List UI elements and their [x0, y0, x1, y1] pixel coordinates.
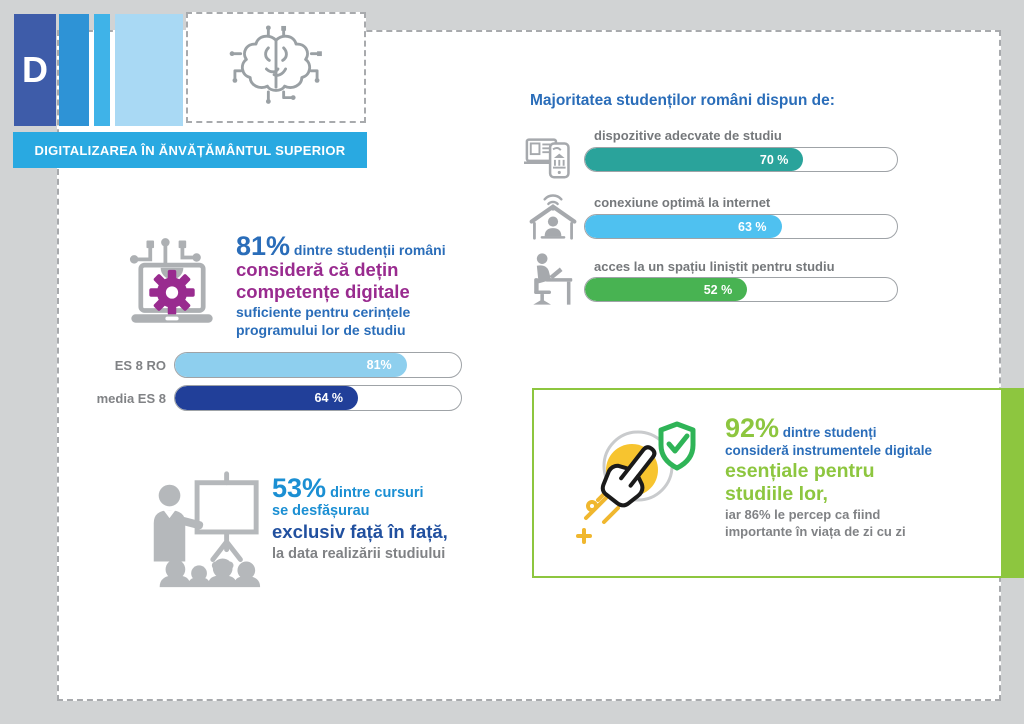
courses-line-2: se desfășurau — [272, 503, 370, 519]
highlight-strong-1: esențiale pentru — [725, 460, 875, 482]
highlight-tail-1: iar 86% le percep ca fiind — [725, 507, 881, 522]
courses-strong: exclusiv față în față, — [272, 521, 448, 542]
courses-tail: la data realizării studiului — [272, 546, 446, 562]
skills-strong-2: competențe digitale — [236, 281, 410, 302]
internet-bar: 63 % — [584, 214, 898, 239]
internet-bar-value: 63 % — [738, 219, 767, 234]
right-section-header: Majoritatea studenților români dispun de… — [530, 92, 835, 109]
banner-title-bar: DIGITALIZAREA ÎN ĂNVĂȚĂMÂNTUL SUPERIOR — [13, 132, 367, 168]
banner-title: DIGITALIZAREA ÎN ĂNVĂȚĂMÂNTUL SUPERIOR — [34, 142, 346, 158]
skills-tail-2: programului lor de studiu — [236, 322, 406, 338]
devices-bar: 70 % — [584, 147, 898, 172]
courses-percent: 53% — [272, 473, 327, 503]
brand-stripe-2 — [94, 14, 110, 126]
es8ro-bar-fill: 81% — [175, 353, 407, 377]
brand-stripe-1 — [59, 14, 89, 126]
quiet-space-bar: 52 % — [584, 277, 898, 302]
click-shield-icon — [576, 421, 696, 544]
courses-stat-line1: 53% dintre cursuri — [272, 473, 424, 503]
skills-strong-1: consideră că dețin — [236, 259, 399, 280]
quiet-space-bar-label: acces la un spațiu liniștit pentru studi… — [594, 259, 835, 274]
letter-block: D — [14, 14, 56, 126]
skills-tail-1: suficiente pentru cerințele — [236, 304, 411, 320]
highlight-tail-2: importante în viața de zi cu zi — [725, 524, 906, 539]
letter-d: D — [22, 49, 48, 90]
es8ro-bar-label: ES 8 RO — [114, 358, 166, 373]
devices-bar-value: 70 % — [759, 152, 789, 167]
internet-bar-fill: 63 % — [585, 215, 782, 238]
skills-stat-line1: 81% dintre studenții români — [236, 231, 446, 261]
laptop-gear-icon — [129, 238, 213, 323]
devices-bar-fill: 70 % — [585, 148, 804, 171]
media-es8-bar-fill: 64 % — [175, 386, 359, 410]
es8ro-bar: 81% — [174, 352, 462, 378]
internet-bar-label: conexiune optimă la internet — [594, 195, 771, 210]
desk-study-icon — [533, 253, 573, 305]
media-es8-bar-label: media ES 8 — [96, 391, 166, 406]
quiet-space-bar-fill: 52 % — [585, 278, 748, 301]
devices-icon — [524, 138, 570, 179]
devices-bar-label: dispozitive adecvate de studiu — [594, 128, 782, 143]
skills-stat-block: 81% dintre studenții români consideră că… — [236, 231, 471, 339]
home-wifi-icon — [529, 194, 577, 240]
highlight-percent: 92% — [725, 413, 780, 443]
courses-stat-block: 53% dintre cursuri se desfășurau exclusi… — [272, 473, 482, 564]
highlight-strong-2: studiile lor, — [725, 483, 828, 505]
skills-percent: 81% — [236, 231, 291, 261]
presenter-icon — [153, 471, 261, 588]
highlight-line-2: consideră instrumentele digitale — [725, 443, 933, 458]
brand-stripe-3 — [115, 14, 183, 126]
highlight-side-tab — [1003, 388, 1024, 578]
es8ro-bar-value: 81% — [366, 358, 392, 372]
highlight-stat-line1: 92% dintre studenți — [725, 413, 877, 443]
media-es8-bar: 64 % — [174, 385, 462, 411]
media-es8-bar-value: 64 % — [314, 391, 344, 405]
brain-box — [186, 12, 366, 123]
quiet-space-bar-value: 52 % — [703, 282, 733, 297]
brain-circuit-icon — [229, 24, 322, 104]
highlight-stat-block: 92% dintre studenți consideră instrument… — [725, 413, 985, 540]
